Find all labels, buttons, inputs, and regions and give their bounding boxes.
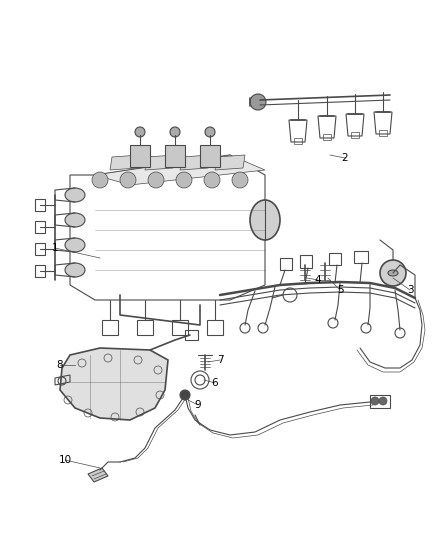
- Circle shape: [380, 260, 406, 286]
- Ellipse shape: [65, 188, 85, 202]
- Circle shape: [371, 397, 379, 405]
- Circle shape: [135, 127, 145, 137]
- Circle shape: [181, 391, 189, 399]
- Text: 6: 6: [212, 378, 218, 388]
- Polygon shape: [88, 468, 108, 482]
- Circle shape: [170, 127, 180, 137]
- Ellipse shape: [65, 238, 85, 252]
- Text: 10: 10: [58, 455, 71, 465]
- Text: 9: 9: [194, 400, 201, 410]
- Ellipse shape: [65, 213, 85, 227]
- Circle shape: [205, 127, 215, 137]
- Polygon shape: [95, 155, 265, 185]
- Circle shape: [176, 172, 192, 188]
- Text: 3: 3: [407, 285, 413, 295]
- Circle shape: [379, 397, 387, 405]
- Circle shape: [204, 172, 220, 188]
- Text: 8: 8: [57, 360, 64, 370]
- Polygon shape: [215, 155, 245, 170]
- Text: 5: 5: [337, 285, 343, 295]
- Circle shape: [148, 172, 164, 188]
- Circle shape: [232, 172, 248, 188]
- Circle shape: [92, 172, 108, 188]
- Text: 2: 2: [342, 153, 348, 163]
- Text: 7: 7: [217, 355, 223, 365]
- Polygon shape: [60, 348, 168, 420]
- Polygon shape: [145, 155, 175, 170]
- Circle shape: [250, 94, 266, 110]
- Circle shape: [120, 172, 136, 188]
- Bar: [165, 145, 185, 167]
- Ellipse shape: [65, 263, 85, 277]
- Text: 1: 1: [52, 243, 58, 253]
- Ellipse shape: [388, 270, 398, 276]
- Bar: [200, 145, 220, 167]
- Text: 4: 4: [314, 275, 321, 285]
- Ellipse shape: [250, 200, 280, 240]
- Circle shape: [180, 390, 190, 400]
- Polygon shape: [180, 155, 210, 170]
- Bar: [130, 145, 150, 167]
- Polygon shape: [110, 155, 140, 170]
